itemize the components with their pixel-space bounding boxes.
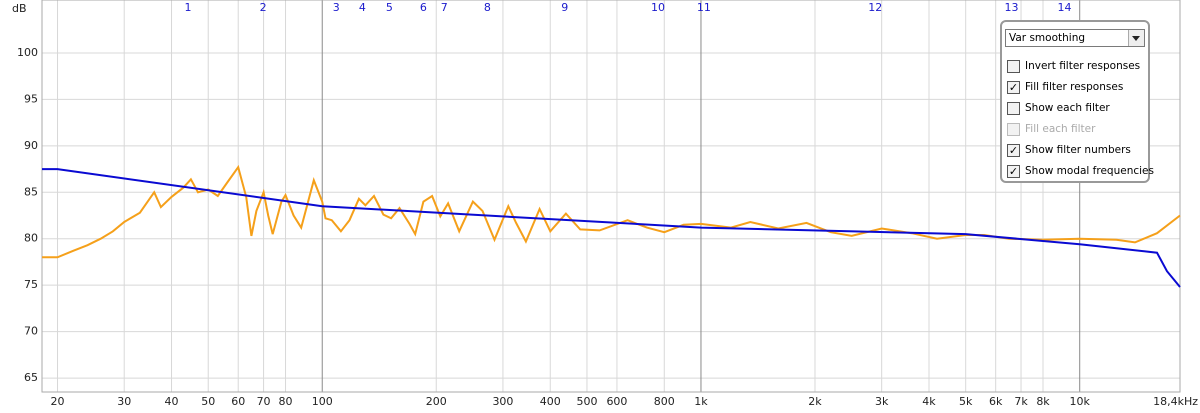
x-tick-label: 600: [606, 395, 627, 408]
filter-number: 11: [697, 1, 711, 14]
x-tick-label: 200: [426, 395, 447, 408]
y-tick-label: 75: [24, 278, 38, 291]
filter-number: 5: [386, 1, 393, 14]
checkbox-label: Fill filter responses: [1025, 81, 1124, 93]
y-tick-label: 80: [24, 232, 38, 245]
x-tick-label: 5k: [959, 395, 973, 408]
smoothing-dropdown[interactable]: Var smoothing: [1005, 29, 1145, 47]
x-tick-label: 8k: [1036, 395, 1050, 408]
series-line: [42, 168, 1181, 288]
x-tick-label: 1k: [694, 395, 708, 408]
options-panel: Var smoothing Invert filter responses ✓ Fi…: [1000, 20, 1154, 183]
filter-number: 1: [184, 1, 191, 14]
x-tick-label: 800: [654, 395, 675, 408]
checkbox-label: Invert filter responses: [1025, 60, 1141, 72]
x-tick-label: 18,4kHz: [1153, 395, 1198, 408]
filter-number: 2: [260, 1, 267, 14]
dropdown-arrow[interactable]: [1128, 30, 1144, 46]
x-tick-label: 400: [540, 395, 561, 408]
checkbox-label: Fill each filter: [1025, 123, 1096, 135]
x-tick-label: 70: [257, 395, 271, 408]
filter-number: 14: [1058, 1, 1072, 14]
dropdown-text: Var smoothing: [1009, 32, 1086, 44]
filter-number: 6: [420, 1, 427, 14]
y-tick-label: 100: [17, 46, 38, 59]
x-tick-label: 500: [576, 395, 597, 408]
filter-number: 12: [868, 1, 882, 14]
series-line: [42, 164, 1181, 259]
plot-border: [41, 0, 1181, 393]
filter-number: 8: [484, 1, 491, 14]
x-tick-label: 100: [312, 395, 333, 408]
y-tick-label: 90: [24, 139, 38, 152]
x-tick-label: 300: [492, 395, 513, 408]
checkbox-box[interactable]: [1007, 60, 1020, 73]
y-tick-label: 65: [24, 371, 38, 384]
x-tick-label: 7k: [1014, 395, 1028, 408]
x-tick-label: 10k: [1070, 395, 1091, 408]
checkbox-box: [1007, 123, 1020, 136]
x-tick-label: 2k: [808, 395, 822, 408]
filter-number: 10: [651, 1, 665, 14]
checkbox-label: Show modal frequencies: [1025, 165, 1154, 177]
x-tick-label: 60: [231, 395, 245, 408]
x-tick-label: 40: [165, 395, 179, 408]
checkbox-box[interactable]: ✓: [1007, 165, 1020, 178]
filter-number: 13: [1005, 1, 1019, 14]
y-unit: dB: [12, 2, 27, 15]
filter-number: 3: [333, 1, 340, 14]
filter-number: 7: [441, 1, 448, 14]
x-tick-label: 30: [117, 395, 131, 408]
filter-number: 9: [561, 1, 568, 14]
x-tick-label: 3k: [875, 395, 889, 408]
x-tick-label: 6k: [989, 395, 1003, 408]
checkbox-box[interactable]: ✓: [1007, 81, 1020, 94]
y-tick-label: 95: [24, 92, 38, 105]
checkbox-label: Show filter numbers: [1025, 144, 1131, 156]
checkbox-box[interactable]: [1007, 102, 1020, 115]
filter-number: 4: [359, 1, 366, 14]
x-tick-label: 20: [51, 395, 65, 408]
y-tick-label: 70: [24, 325, 38, 338]
x-tick-label: 4k: [922, 395, 936, 408]
checkbox-label: Show each filter: [1025, 102, 1110, 114]
x-tick-label: 80: [279, 395, 293, 408]
y-tick-label: 85: [24, 185, 38, 198]
checkbox-box[interactable]: ✓: [1007, 144, 1020, 157]
x-tick-label: 50: [201, 395, 215, 408]
